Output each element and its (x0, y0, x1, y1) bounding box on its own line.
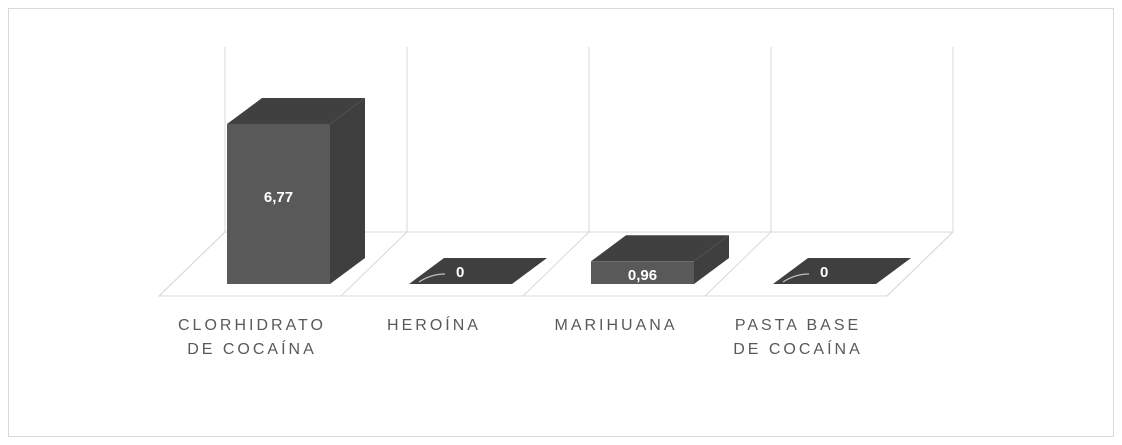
floor-divider (522, 231, 590, 297)
bar-top (591, 235, 729, 262)
bar-chart-3d: 6,77 0 0,96 0 CLORHIDRATO DE COCAÍNA HEROÍNA M… (157, 47, 955, 358)
category-label: HEROÍNA (387, 315, 481, 334)
category-label: CLORHIDRATO DE COCAÍNA (178, 317, 326, 358)
bar-top (227, 98, 365, 124)
bar-side (330, 98, 365, 284)
data-label: 6,77 (264, 189, 293, 206)
bar (773, 258, 911, 284)
gridlines (224, 47, 954, 232)
leader-line (782, 273, 810, 283)
bar (409, 258, 547, 284)
floor-divider (340, 231, 408, 297)
data-label: 0 (820, 264, 828, 281)
category-label: PASTA BASE DE COCAÍNA (733, 317, 863, 358)
floor-divider (886, 231, 954, 297)
category-label: MARIHUANA (554, 317, 677, 334)
data-label: 0 (456, 264, 464, 281)
bar-front (227, 124, 330, 284)
chart-frame: 6,77 0 0,96 0 CLORHIDRATO DE COCAÍNA HEROÍNA M… (8, 8, 1114, 437)
data-label: 0,96 (628, 267, 657, 284)
bar-top (409, 258, 547, 284)
bar-side (694, 235, 729, 284)
bars: 6,77 0 0,96 0 (227, 98, 911, 284)
bar (227, 98, 365, 284)
bar-top (773, 258, 911, 284)
floor-divider (158, 231, 226, 297)
bar-front (591, 261, 694, 284)
leader-line (418, 273, 446, 283)
floor-divider (704, 231, 772, 297)
category-labels: CLORHIDRATO DE COCAÍNA HEROÍNA MARIHUANA PAS… (178, 315, 863, 358)
bar (591, 235, 729, 284)
